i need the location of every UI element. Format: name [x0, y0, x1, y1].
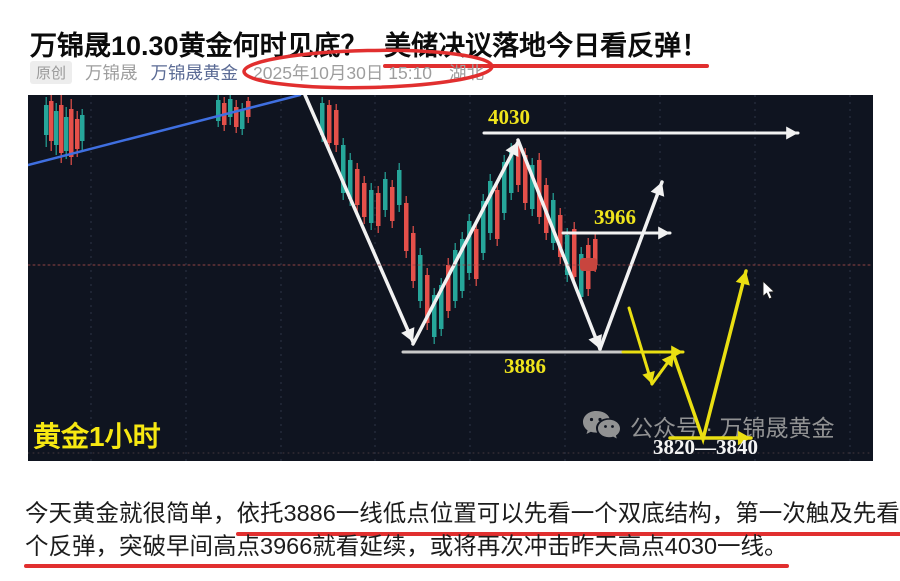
- candle-body: [593, 239, 598, 265]
- candle-body: [453, 250, 458, 301]
- candle-body: [516, 145, 521, 185]
- candle-body: [460, 239, 465, 291]
- candle-body: [320, 103, 325, 135]
- account-link[interactable]: 万锦晟黄金: [150, 63, 239, 83]
- candle-body: [572, 229, 577, 277]
- publish-datetime: 2025年10月30日 15:10: [253, 63, 433, 83]
- pattern-w-leg2-arrowhead: [505, 142, 519, 157]
- wechat-icon: [583, 411, 620, 439]
- candle-body: [75, 119, 80, 149]
- candle-body: [418, 255, 423, 301]
- candle-body: [376, 193, 381, 226]
- candle-body: [369, 190, 374, 223]
- candle-body: [558, 215, 563, 257]
- candle-body: [537, 160, 542, 217]
- candle-body: [551, 200, 556, 243]
- title-underline-annotation: [383, 64, 710, 69]
- pattern-w-leg4: [598, 180, 664, 351]
- candle-body: [216, 100, 221, 121]
- paragraph-underline-2: [24, 564, 789, 568]
- pattern-w-leg1: [303, 95, 415, 344]
- level-line-4030-arrowhead: [786, 126, 798, 140]
- candle-body: [425, 275, 430, 323]
- yellow-zig-down: [627, 306, 654, 386]
- author-name[interactable]: 万锦晟: [85, 63, 138, 83]
- line2-underlined-segment: 个反弹，突破早间高点3966就看延续，或将再次冲击昨天高点4030一线。: [24, 530, 789, 568]
- candle-body: [240, 110, 245, 129]
- candle-body: [502, 162, 507, 213]
- mouse-cursor: [762, 279, 776, 300]
- candle-body: [362, 183, 367, 217]
- candle-body: [59, 105, 64, 153]
- title-underlined-segment: 美储决议落地今日看反弹！: [383, 24, 710, 69]
- candle-body: [355, 169, 360, 205]
- candle-body: [69, 109, 74, 157]
- label-mid-3966: 3966: [594, 205, 636, 229]
- line1-underlined-text: 依托3886一线低点位置可以先看一个双底结构，第一次触及先看一: [236, 500, 900, 526]
- line1-underlined-segment: 依托3886一线低点位置可以先看一个双底结构，第一次触及先看一: [235, 497, 900, 536]
- yellow-v-projection-arrowhead: [735, 271, 750, 286]
- candle-body: [523, 155, 528, 203]
- candle-body: [488, 181, 493, 233]
- candle-body: [404, 203, 409, 251]
- candle-body: [579, 254, 584, 297]
- candle-body: [565, 235, 570, 275]
- publish-location: 湖北: [449, 63, 485, 83]
- candle-body: [234, 107, 239, 127]
- paragraph-line-2: 个反弹，突破早间高点3966就看延续，或将再次冲击昨天高点4030一线。: [24, 530, 900, 568]
- byline: 原创 万锦晟 万锦晟黄金 2025年10月30日 15:10 湖北: [30, 60, 484, 85]
- title-underlined-text: 美储决议落地今日看反弹！: [384, 31, 709, 62]
- candle-body: [341, 145, 346, 193]
- current-price-marker: [580, 258, 597, 271]
- candle-body: [80, 115, 85, 141]
- analysis-paragraph: 今天黄金就很简单，依托3886一线低点位置可以先看一个双底结构，第一次触及先看一…: [24, 497, 900, 568]
- yellow-arrow-bottom-arrowhead: [737, 430, 751, 446]
- timeframe-label: 黄金1小时: [33, 421, 161, 452]
- candlestick-plot: [28, 95, 873, 461]
- candle-body: [228, 99, 233, 117]
- pattern-w-leg2: [411, 140, 520, 346]
- candle-body: [432, 295, 437, 337]
- candle-body: [474, 229, 479, 279]
- title-plain-segment: 万锦晟10.30黄金何时见底？: [30, 31, 368, 62]
- candle-body: [327, 105, 332, 143]
- candle-body: [439, 285, 444, 329]
- candle-body: [49, 101, 54, 141]
- label-target-zone: 3820—3840: [653, 435, 758, 459]
- page-title: 万锦晟10.30黄金何时见底？ 美储决议落地今日看反弹！: [30, 24, 710, 69]
- candle-body: [64, 117, 69, 151]
- pattern-w-leg4-arrowhead: [650, 182, 665, 197]
- candle-body: [44, 105, 49, 135]
- candle-body: [446, 265, 451, 311]
- line1-plain: 今天黄金就很简单，: [25, 500, 237, 526]
- label-high-4030: 4030: [488, 105, 530, 129]
- candle-body: [530, 165, 535, 209]
- line2-underlined-text: 个反弹，突破早间高点3966就看延续，或将再次冲击昨天高点4030一线。: [25, 532, 788, 559]
- pattern-w-leg1-arrowhead: [401, 327, 415, 342]
- pattern-w-leg3-arrowhead: [588, 334, 602, 349]
- candle-body: [54, 111, 59, 145]
- original-badge: 原创: [30, 61, 73, 84]
- yellow-zig-up-arrowhead: [661, 354, 674, 368]
- candle-body: [411, 233, 416, 281]
- paragraph-line-1: 今天黄金就很简单，依托3886一线低点位置可以先看一个双底结构，第一次触及先看一: [25, 497, 900, 536]
- level-line-3966-arrowhead: [658, 226, 670, 240]
- candle-body: [397, 170, 402, 205]
- candle-body: [348, 160, 353, 199]
- trendline-blue: [28, 95, 302, 167]
- candle-body: [509, 150, 514, 193]
- yellow-zig-down-arrowhead: [642, 370, 655, 384]
- candle-body: [390, 187, 395, 221]
- label-low-3886: 3886: [504, 354, 546, 378]
- yellow-v-projection: [672, 269, 748, 446]
- candle-body: [334, 110, 339, 145]
- candle-body: [383, 179, 388, 210]
- candle-body: [467, 221, 472, 273]
- candle-body: [495, 190, 500, 239]
- pattern-w-leg3: [516, 138, 602, 351]
- chart-image[interactable]: 4030 3966 3886 3820—3840 黄金1小时 公众号 · 万锦晟…: [28, 95, 873, 461]
- candle-body: [481, 201, 486, 253]
- paragraph-underline-1: [235, 531, 900, 536]
